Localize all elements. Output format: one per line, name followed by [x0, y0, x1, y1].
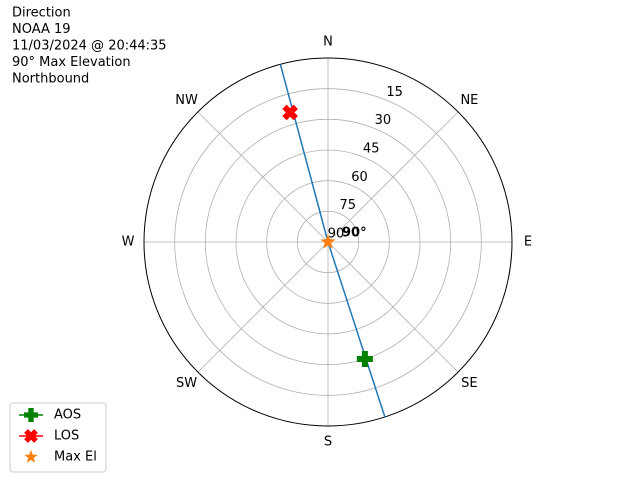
grid-spoke	[197, 241, 329, 373]
r-tick-label: 90	[328, 227, 345, 242]
grid-spoke	[197, 111, 329, 243]
theta-tick-label: N	[323, 35, 333, 50]
title-line: 11/03/2024 @ 20:44:35	[12, 39, 167, 54]
legend-marker	[24, 408, 38, 422]
theta-tick-label: S	[324, 435, 332, 450]
marker-star	[320, 234, 336, 249]
theta-tick-label: SW	[176, 376, 197, 391]
plot-border	[143, 57, 513, 427]
theta-tick-label: E	[524, 235, 532, 250]
legend-marker	[24, 450, 38, 463]
legend-label: Max El	[54, 450, 97, 465]
marker-x	[282, 104, 298, 121]
r-tick-label: 60	[351, 170, 368, 185]
legend-label: LOS	[54, 429, 79, 444]
grid-spoke	[327, 111, 459, 243]
theta-tick-label: SE	[461, 376, 477, 391]
r-tick-label: 30	[375, 113, 392, 128]
r-tick-label: 15	[386, 85, 403, 100]
marker-plus	[356, 350, 373, 367]
theta-tick-label: W	[122, 235, 135, 250]
legend-marker	[24, 429, 38, 443]
title-line: Northbound	[12, 72, 89, 87]
r-tick-label: 45	[363, 142, 380, 157]
theta-tick-label: NW	[175, 93, 198, 108]
theta-tick-label: NE	[460, 93, 478, 108]
annotation: 90°	[342, 226, 367, 241]
title-line: Direction	[12, 6, 71, 21]
title-line: NOAA 19	[12, 22, 71, 37]
grid-spoke	[327, 241, 459, 373]
r-tick-label: 75	[339, 198, 356, 213]
title-line: 90° Max Elevation	[12, 55, 131, 70]
legend-label: AOS	[54, 408, 81, 423]
